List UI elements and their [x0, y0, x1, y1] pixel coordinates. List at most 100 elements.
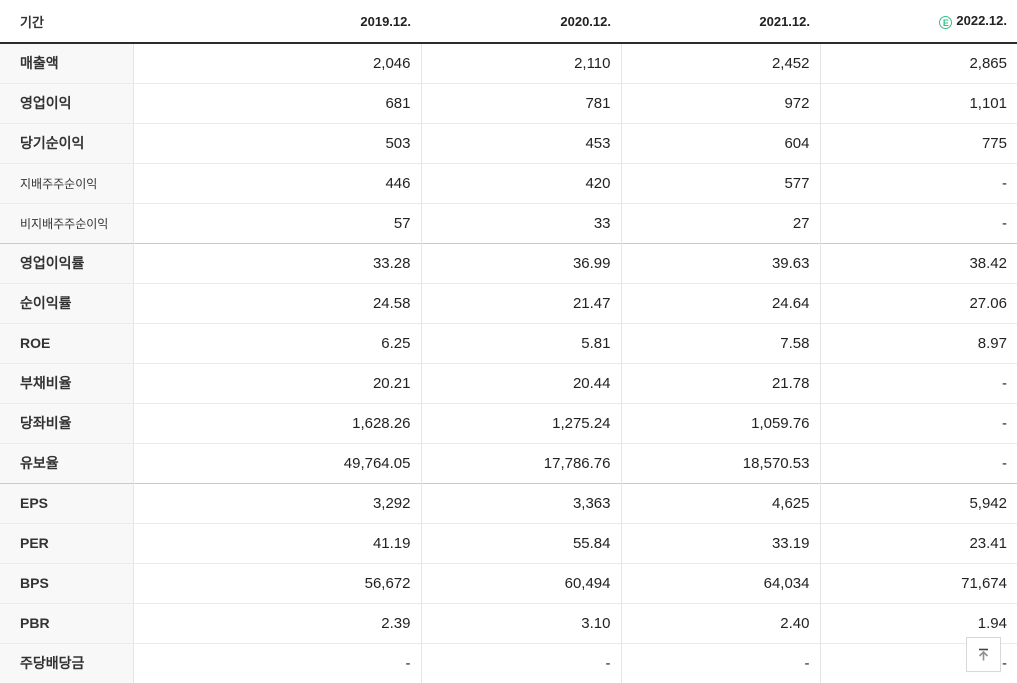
row-label: PER	[0, 523, 134, 563]
table-row: 지배주주순이익 446 420 577-	[0, 163, 1017, 203]
cell-value: 775	[820, 123, 1017, 163]
estimate-icon: E	[939, 16, 953, 29]
cell-value: 7.58	[621, 323, 821, 363]
cell-value: 2,452	[621, 43, 821, 83]
cell-value: 2.40	[621, 603, 821, 643]
row-label: EPS	[0, 483, 134, 523]
cell-value: 6.25	[133, 323, 422, 363]
cell-value: 20.21	[133, 363, 422, 403]
table-row: 영업이익률 33.28 36.99 39.63 38.42	[0, 243, 1017, 283]
cell-value: 21.47	[421, 283, 622, 323]
scroll-to-top-button[interactable]	[966, 637, 1001, 672]
table-row: 당좌비율 1,628.26 1,275.24 1,059.76-	[0, 403, 1017, 443]
row-label: 유보율	[0, 443, 134, 483]
cell-value: 36.99	[421, 243, 622, 283]
cell-value: 5.81	[421, 323, 622, 363]
row-label: 주당배당금	[0, 643, 134, 683]
column-header-2021-12: 2021.12.	[621, 0, 820, 44]
cell-value: 681	[133, 83, 422, 123]
cell-value: 8.97	[820, 323, 1017, 363]
cell-value: -	[133, 643, 422, 683]
column-header-2019-12: 2019.12.	[133, 0, 421, 44]
cell-value: 71,674	[820, 563, 1017, 603]
cell-value: 39.63	[621, 243, 821, 283]
table-row: 유보율 49,764.05 17,786.76 18,570.53-	[0, 443, 1017, 483]
table-row: PBR 2.39 3.10 2.40 1.94	[0, 603, 1017, 643]
cell-value: 446	[133, 163, 422, 203]
cell-value: 1,059.76	[621, 403, 821, 443]
cell-value: 27	[621, 203, 821, 243]
cell-value: 3,363	[421, 483, 622, 523]
cell-value: 577	[621, 163, 821, 203]
period-header: 기간	[0, 0, 133, 44]
cell-value: -	[820, 363, 1017, 403]
table-row: 당기순이익 503 453 604 775	[0, 123, 1017, 163]
row-label: 영업이익률	[0, 243, 134, 283]
table-row: 부채비율 20.21 20.44 21.78-	[0, 363, 1017, 403]
cell-value: 503	[133, 123, 422, 163]
row-label: 비지배주주순이익	[0, 203, 134, 243]
cell-value: 24.64	[621, 283, 821, 323]
cell-value: 2,046	[133, 43, 422, 83]
row-label: PBR	[0, 603, 134, 643]
cell-value: 1,628.26	[133, 403, 422, 443]
cell-value: 3,292	[133, 483, 422, 523]
cell-value: 38.42	[820, 243, 1017, 283]
column-header-label: 2022.12.	[956, 13, 1007, 28]
row-label: ROE	[0, 323, 134, 363]
table-row: ROE 6.25 5.81 7.58 8.97	[0, 323, 1017, 363]
cell-value: 49,764.05	[133, 443, 422, 483]
cell-value: -	[820, 443, 1017, 483]
cell-value: -	[820, 203, 1017, 243]
cell-value: 60,494	[421, 563, 622, 603]
row-label: 당기순이익	[0, 123, 134, 163]
cell-value: -	[621, 643, 821, 683]
cell-value: 33.28	[133, 243, 422, 283]
cell-value: 17,786.76	[421, 443, 622, 483]
cell-value: 1,275.24	[421, 403, 622, 443]
cell-value: 5,942	[820, 483, 1017, 523]
row-label: 순이익률	[0, 283, 134, 323]
cell-value: 420	[421, 163, 622, 203]
cell-value: 20.44	[421, 363, 622, 403]
row-label: BPS	[0, 563, 134, 603]
cell-value: 1.94	[820, 603, 1017, 643]
row-label: 매출액	[0, 43, 134, 83]
cell-value: 781	[421, 83, 622, 123]
row-label: 영업이익	[0, 83, 134, 123]
cell-value: -	[820, 163, 1017, 203]
cell-value: 4,625	[621, 483, 821, 523]
table-row: PER 41.19 55.84 33.19 23.41	[0, 523, 1017, 563]
cell-value: 56,672	[133, 563, 422, 603]
cell-value: 2,865	[820, 43, 1017, 83]
arrow-up-to-top-icon	[978, 648, 989, 661]
cell-value: 21.78	[621, 363, 821, 403]
cell-value: 2.39	[133, 603, 422, 643]
table-row: 매출액 2,046 2,110 2,452 2,865	[0, 43, 1017, 83]
table-body: 매출액 2,046 2,110 2,452 2,865 영업이익 681 781 972 1,10…	[0, 43, 1017, 683]
table-row: EPS 3,292 3,363 4,625 5,942	[0, 483, 1017, 523]
cell-value: 64,034	[621, 563, 821, 603]
cell-value: 55.84	[421, 523, 622, 563]
column-header-2020-12: 2020.12.	[421, 0, 621, 44]
table-row: 영업이익 681 781 972 1,101	[0, 83, 1017, 123]
table-row: 순이익률 24.58 21.47 24.64 27.06	[0, 283, 1017, 323]
cell-value: -	[820, 403, 1017, 443]
table-header-row: 기간 2019.12. 2020.12. 2021.12. E 2022.12.	[0, 0, 1017, 44]
cell-value: 33	[421, 203, 622, 243]
cell-value: 3.10	[421, 603, 622, 643]
row-label: 부채비율	[0, 363, 134, 403]
cell-value: 41.19	[133, 523, 422, 563]
cell-value: 1,101	[820, 83, 1017, 123]
cell-value: 23.41	[820, 523, 1017, 563]
column-header-2022-12-estimate: E 2022.12.	[820, 0, 1017, 44]
cell-value: 2,110	[421, 43, 622, 83]
cell-value: 24.58	[133, 283, 422, 323]
cell-value: -	[421, 643, 622, 683]
table-row: 주당배당금 - - - -	[0, 643, 1017, 683]
table-row: 비지배주주순이익 57 33 27-	[0, 203, 1017, 243]
cell-value: 57	[133, 203, 422, 243]
cell-value: 18,570.53	[621, 443, 821, 483]
row-label: 지배주주순이익	[0, 163, 134, 203]
